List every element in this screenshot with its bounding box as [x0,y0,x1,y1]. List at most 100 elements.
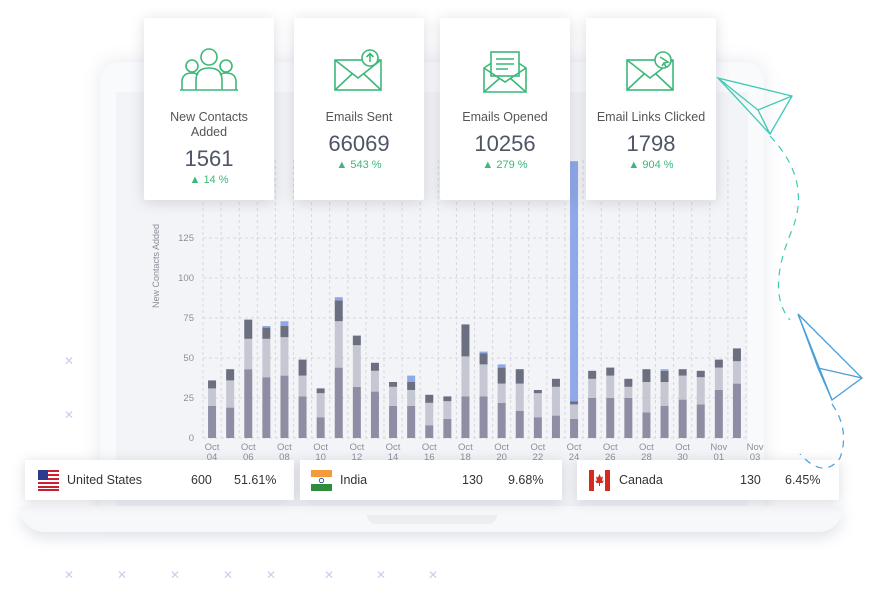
bar-segment [714,359,723,368]
x-tick-label-day: 08 [279,452,290,463]
x-mark-icon: ✕ [428,568,439,582]
bar-segment [479,351,488,354]
x-tick-label-day: 28 [641,452,652,463]
delta-text: 279 % [496,159,528,171]
x-tick-label-month: Oct [567,442,582,453]
bar-segment [208,406,217,438]
bar-segment [425,402,434,426]
bar-segment [298,396,307,438]
bar-segment [208,380,217,389]
paper-plane-icon [716,76,793,136]
stat-card-new-contacts: New Contacts Added 1561 ▲ 14 % [144,18,274,200]
bar-segment [425,394,434,403]
bar-segment [280,337,289,376]
bar-segment [732,348,741,362]
x-mark-icon: ✕ [266,568,277,582]
country-count: 130 [740,473,761,487]
x-tick-label-day: 14 [388,452,399,463]
people-icon [144,48,274,96]
dashed-trail-blue [799,403,845,469]
bar-segment [407,382,416,390]
x-tick-label-month: Oct [639,442,654,453]
bar-segment [660,369,669,371]
bar-segment [461,396,470,438]
x-tick-label-month: Oct [603,442,618,453]
y-tick-label: 75 [183,313,194,324]
bar-segment [642,382,651,413]
card-delta: ▲ 14 % [189,174,229,186]
x-tick-label-month: Nov [747,442,764,453]
x-tick-label-day: 03 [750,452,761,463]
bar-segment [551,378,560,387]
bar-segment [732,383,741,438]
bar-segment [334,300,343,322]
card-value: 66069 [328,131,390,156]
bar-segment [352,386,361,438]
x-mark-icon: ✕ [170,568,181,582]
dashed-trail [769,135,799,321]
bar-segment [606,367,615,376]
bar-segment [262,338,271,378]
country-card-us: United States 600 51.61% [25,460,294,500]
bar-segment [606,398,615,438]
bar-segment [334,367,343,438]
paper-plane-blue-icon [797,313,863,402]
bar-segment [732,361,741,384]
bar-segment [570,404,579,419]
bar-segment [497,383,506,403]
x-tick-label-day: 30 [677,452,688,463]
bar-segment [588,398,597,438]
bar-segment [280,321,289,326]
country-percent: 6.45% [785,473,821,487]
x-tick-label-day: 22 [533,452,544,463]
country-percent: 9.68% [508,473,544,487]
y-tick-label: 25 [183,393,194,404]
x-tick-label-day: 16 [424,452,435,463]
paper-plane-decoration [716,76,863,469]
x-tick-label-day: 01 [714,452,725,463]
x-mark-icon: ✕ [64,408,75,422]
x-tick-label-month: Oct [205,442,220,453]
bar-segment [497,364,506,368]
x-tick-label-day: 10 [315,452,326,463]
bar-segment [407,406,416,438]
bar-segment [624,378,633,387]
y-tick-label: 125 [178,233,194,244]
y-tick-label: 50 [183,353,194,364]
bar-segment [298,359,307,376]
delta-text: 904 % [642,159,674,171]
bar-segment [352,345,361,387]
country-name: United States [67,473,143,487]
x-tick-label-day: 20 [496,452,507,463]
bar-segment [696,377,705,405]
card-label: Emails Opened [462,110,548,124]
country-name: Canada [619,473,663,487]
bar-segment [660,370,669,382]
bar-segment [551,415,560,438]
bar-segment [533,417,542,438]
bar-segment [370,370,379,392]
bar-segment [606,375,615,398]
x-tick-label-month: Oct [530,442,545,453]
bar-segment [262,327,271,339]
card-value: 1798 [626,131,676,156]
x-tick-label-month: Oct [458,442,473,453]
stat-card-emails-opened: Emails Opened 10256 ▲ 279 % [440,18,570,200]
bar-segment [533,393,542,418]
bar-segment [588,378,597,398]
bar-segment [678,399,687,438]
stat-card-email-links-clicked: Email Links Clicked 1798 ▲ 904 % [586,18,716,200]
x-mark-icon: ✕ [376,568,387,582]
x-tick-label-day: 26 [605,452,616,463]
y-axis-label: New Contacts Added [151,224,161,308]
bar-segment [497,402,506,438]
bar-segment [714,367,723,390]
bar-segment [226,407,235,438]
bar-segment [551,386,560,416]
x-tick-label-month: Nov [710,442,727,453]
bar-segment [407,375,416,382]
us-flag-icon [38,470,59,491]
bar-segment [425,425,434,438]
bar-segment [316,417,325,438]
